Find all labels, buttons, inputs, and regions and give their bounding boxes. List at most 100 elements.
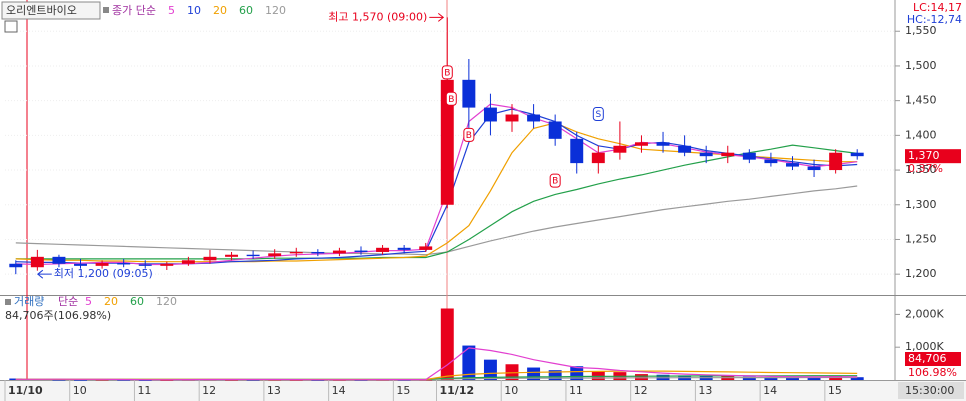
candle-body [742,152,756,160]
volume-bar [52,379,66,381]
volume-bar [764,377,778,380]
x-tick-label: 13 [698,384,712,397]
volume-bar [483,359,497,380]
candle-body [527,114,541,122]
candle-body [160,263,174,266]
ma-label: 종가 단순 [112,4,156,17]
stock-name: 오리엔트바이오 [6,4,77,17]
candle-body [138,264,152,266]
candle-body [181,260,195,264]
candle-body [440,79,454,205]
candle-body [95,263,109,266]
ma-line [15,144,858,260]
candle-body [829,152,843,171]
candle-body [117,263,131,265]
candle-body [332,250,346,254]
candle-body [354,250,368,252]
stock-name-box[interactable] [1,1,101,20]
candle-body [203,256,217,261]
candle-body [419,246,433,250]
legend-icon [103,7,109,13]
candle-body [721,152,735,157]
candle-body [9,263,23,268]
x-tick-label: 15 [828,384,842,397]
volume-ma-line [15,347,858,381]
volume-bar [117,379,131,381]
candle-body [699,152,713,157]
cursor-time: 15:30:00 [905,384,954,397]
legend-entry: 60 [130,295,144,308]
x-axis-band [0,380,966,401]
candle-body [462,79,476,108]
candle-body [268,253,282,257]
signal-label: S [595,110,601,120]
annotation: 최고 1,570 (09:00) [328,10,427,23]
legend-entry: 20 [104,295,118,308]
candle-body [311,251,325,254]
volume-bar [742,376,756,380]
x-tick-label: 11 [569,384,583,397]
settings-icon[interactable] [4,20,18,33]
candle-body [850,152,864,157]
candle-body [246,254,260,257]
legend-entry: 120 [265,4,286,17]
signal-marker [592,107,604,122]
candle-body [591,152,605,164]
y-tick-label: 1,550 [905,24,937,37]
y-tick-label: 1,300 [905,198,937,211]
right-axis-area [895,0,966,380]
legend-entry: 5 [85,295,92,308]
annotation-arrow [429,12,445,22]
candle-body [397,247,411,250]
volume-bar [807,377,821,380]
volume-bar [246,379,260,381]
lc-label: LC:14,17 [913,1,962,14]
volume-bar [786,376,799,380]
x-tick-label: 13 [267,384,281,397]
volume-bar [505,364,519,380]
x-tick-label: 12 [634,384,648,397]
y-tick-label: 1,200 [905,267,937,280]
y-tick-label: 1,000K [905,340,944,353]
candle-body [376,247,390,252]
cursor-time-box [898,382,964,399]
y-tick-label: 1,400 [905,128,937,141]
annotation-arrow [36,269,52,279]
legend-entry: 60 [239,4,253,17]
candle-body [613,145,627,153]
candle-body [764,159,778,164]
volume-bar [591,371,605,380]
signal-label: B [448,95,454,105]
candle-body [548,121,562,139]
candle-body [570,138,584,164]
signal-label: B [466,131,472,141]
volume-title: 거래량 [14,295,44,308]
legend-entry: 10 [187,4,201,17]
volume-bar [548,370,562,380]
x-tick-label: 10 [73,384,87,397]
candle-body [807,166,821,171]
y-tick-label: 1,250 [905,232,937,245]
y-tick-label: 1,450 [905,94,937,107]
last-ratio: 106.98% [908,366,957,379]
x-tick-label: 14 [332,384,346,397]
signal-marker [463,127,475,142]
volume-bar [138,379,152,381]
x-tick-label: 12 [202,384,216,397]
signal-label: B [552,177,558,187]
candle-body [52,256,66,264]
volume-ma-label: 단순 [58,295,78,308]
volume-bar [440,308,454,380]
candle-body [74,263,87,266]
plot: 1,200 1,250 1,300 1,350 1,400 1,450 1,500 1,550… [4,4,961,401]
volume-bar [634,374,648,380]
x-tick-label: 11/12 [440,384,475,397]
signal-marker [549,173,561,188]
signal-marker [441,65,453,80]
last-price-box [905,149,961,164]
signal-marker [445,91,457,106]
y-tick-label: 1,350 [905,163,937,176]
volume-bar [850,377,864,380]
last-volume-box [905,352,961,366]
